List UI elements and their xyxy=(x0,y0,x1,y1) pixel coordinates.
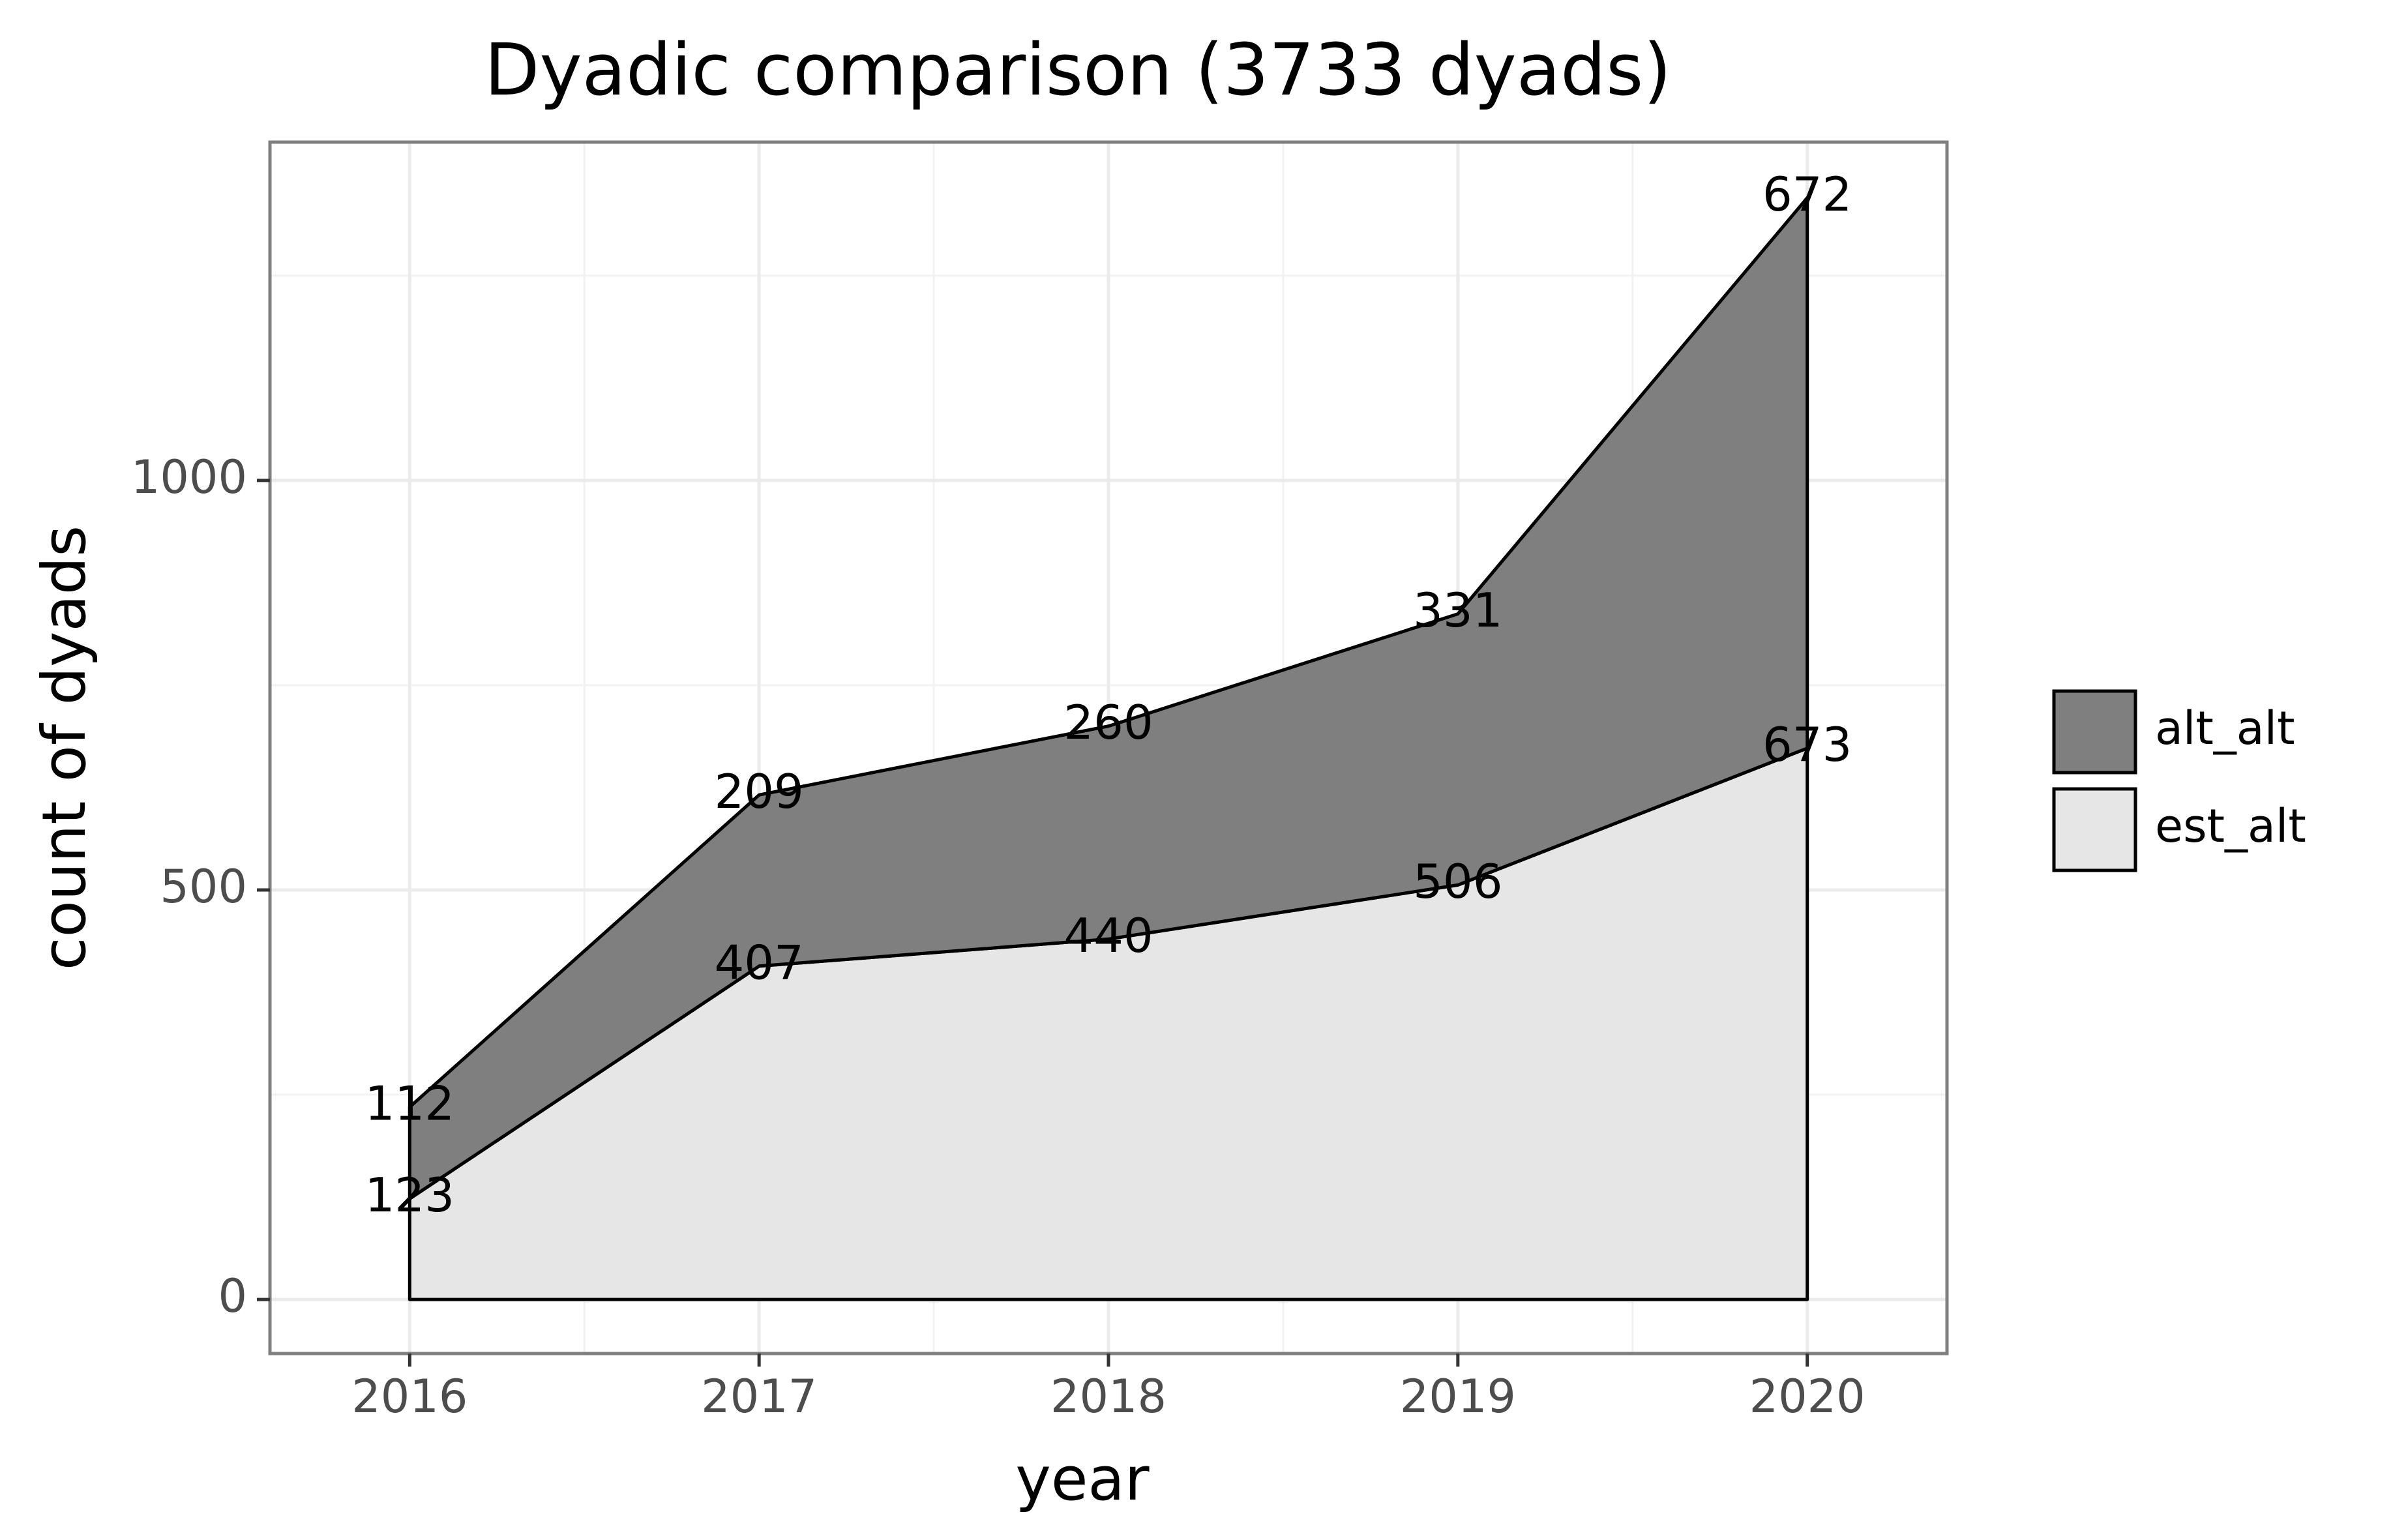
legend: alt_alt est_alt xyxy=(2052,689,2306,872)
x-axis-title: year xyxy=(1015,1444,1149,1514)
legend-key-alt-alt xyxy=(2052,689,2137,775)
data-label: 112 xyxy=(365,1076,454,1131)
data-label: 506 xyxy=(1413,854,1502,909)
area-series xyxy=(408,196,1809,1301)
x-tick-label: 2019 xyxy=(1400,1370,1516,1423)
data-labels: 123 407 440 506 673 112 209 260 331 672 xyxy=(365,167,1852,1222)
data-label: 672 xyxy=(1762,167,1852,222)
data-label: 123 xyxy=(365,1168,454,1222)
chart-title: Dyadic comparison (3733 dyads) xyxy=(484,28,1671,111)
legend-label: est_alt xyxy=(2155,799,2306,853)
axes: 2016 2017 2018 2019 2020 0 500 1000 xyxy=(131,451,1865,1423)
y-tick-label: 0 xyxy=(218,1269,247,1323)
data-label: 260 xyxy=(1063,695,1153,750)
data-label: 209 xyxy=(714,764,803,819)
x-tick-label: 2016 xyxy=(351,1370,468,1423)
x-tick-label: 2018 xyxy=(1050,1370,1167,1423)
data-label: 407 xyxy=(714,935,803,990)
data-label: 673 xyxy=(1762,717,1852,772)
data-label: 440 xyxy=(1063,908,1153,963)
x-tick-label: 2017 xyxy=(701,1370,817,1423)
area-alt-alt xyxy=(408,196,1809,1201)
y-tick-label: 500 xyxy=(160,860,247,913)
data-label: 331 xyxy=(1413,583,1502,638)
y-axis-title: count of dyads xyxy=(29,526,99,970)
legend-key-est-alt xyxy=(2052,787,2137,872)
y-tick-label: 1000 xyxy=(131,451,247,504)
x-tick-label: 2020 xyxy=(1749,1370,1865,1423)
legend-label: alt_alt xyxy=(2155,702,2295,755)
